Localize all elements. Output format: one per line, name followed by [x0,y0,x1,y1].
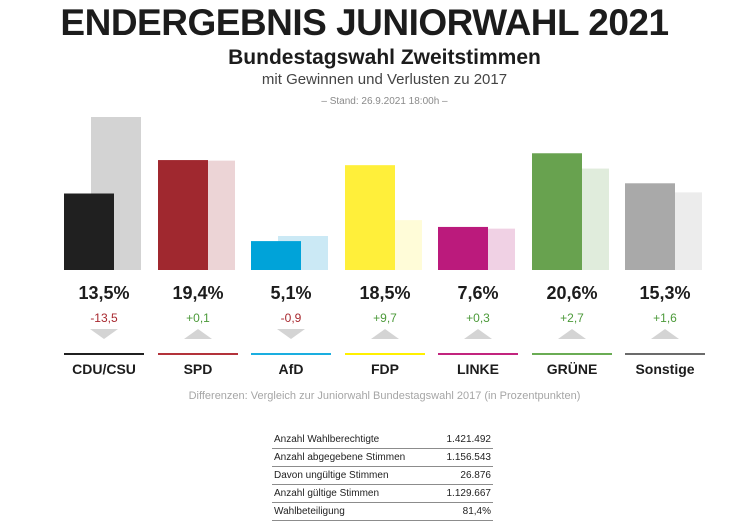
triangle-down-icon [277,329,305,339]
diff-label: +0,1 [186,311,210,325]
value-label: 19,4% [172,283,224,303]
value-label: 18,5% [359,283,411,303]
chart-subtitle: Bundestagswahl Zweitstimmen [228,46,541,69]
triangle-up-icon [651,329,679,339]
table-row: Davon ungültige Stimmen 26.876 [272,466,493,485]
bar-chart [64,117,702,270]
value-label: 13,5% [78,283,130,303]
chart-subtitle-secondary: mit Gewinnen und Verlusten zu 2017 [261,71,508,88]
bar-2021 [158,160,208,270]
value-label: 15,3% [639,283,691,303]
stat-value: 1.421.492 [434,431,493,449]
triangle-up-icon [464,329,492,339]
value-label: 5,1% [270,283,312,303]
category-label: FDP [371,361,399,377]
party-underline [345,353,425,355]
table-row: Anzahl gültige Stimmen 1.129.667 [272,484,493,503]
stat-value: 1.156.543 [434,448,493,467]
category-label: AfD [278,361,304,377]
party-underline [625,353,705,355]
stat-label: Wahlbeteiligung [272,502,435,521]
party-underline [251,353,331,355]
party-underline [64,353,144,355]
bar-2021 [64,193,114,270]
stat-value: 1.129.667 [434,484,493,503]
bar-2021 [345,165,395,270]
value-label: 20,6% [546,283,598,303]
footnote: Differenzen: Vergleich zur Juniorwahl Bu… [188,390,581,402]
party-underline [438,353,518,355]
timestamp: – Stand: 26.9.2021 18:00h – [321,96,448,107]
category-label: LINKE [457,361,499,377]
bar-2021 [532,153,582,270]
category-label: Sonstige [635,361,695,377]
party-underline [532,353,612,355]
stats-table: Anzahl Wahlberechtigte 1.421.492 Anzahl a… [272,431,493,521]
stat-label: Anzahl abgegebene Stimmen [272,448,435,467]
page-title: ENDERGEBNIS JUNIORWAHL 2021 [60,2,669,43]
stat-value: 26.876 [434,466,493,485]
triangle-up-icon [558,329,586,339]
table-row: Wahlbeteiligung 81,4% [272,502,493,521]
category-label: SPD [183,361,213,377]
stat-label: Anzahl gültige Stimmen [272,484,435,503]
triangle-up-icon [184,329,212,339]
diff-label: +0,3 [466,311,490,325]
triangle-up-icon [371,329,399,339]
table-row: Anzahl Wahlberechtigte 1.421.492 [272,431,493,449]
diff-label: +1,6 [653,311,677,325]
category-label: CDU/CSU [72,361,136,377]
category-label: GRÜNE [546,361,598,377]
diff-label: -0,9 [280,311,302,325]
party-underline [158,353,238,355]
value-label: 7,6% [457,283,499,303]
bar-2021 [251,241,301,270]
diff-label: -13,5 [90,311,118,325]
stat-label: Davon ungültige Stimmen [272,466,435,485]
stat-value: 81,4% [434,502,493,521]
diff-label: +2,7 [560,311,584,325]
triangle-down-icon [90,329,118,339]
table-row: Anzahl abgegebene Stimmen 1.156.543 [272,448,493,467]
diff-label: +9,7 [373,311,397,325]
bar-2021 [625,183,675,270]
bar-2021 [438,226,488,270]
stat-label: Anzahl Wahlberechtigte [272,431,435,449]
